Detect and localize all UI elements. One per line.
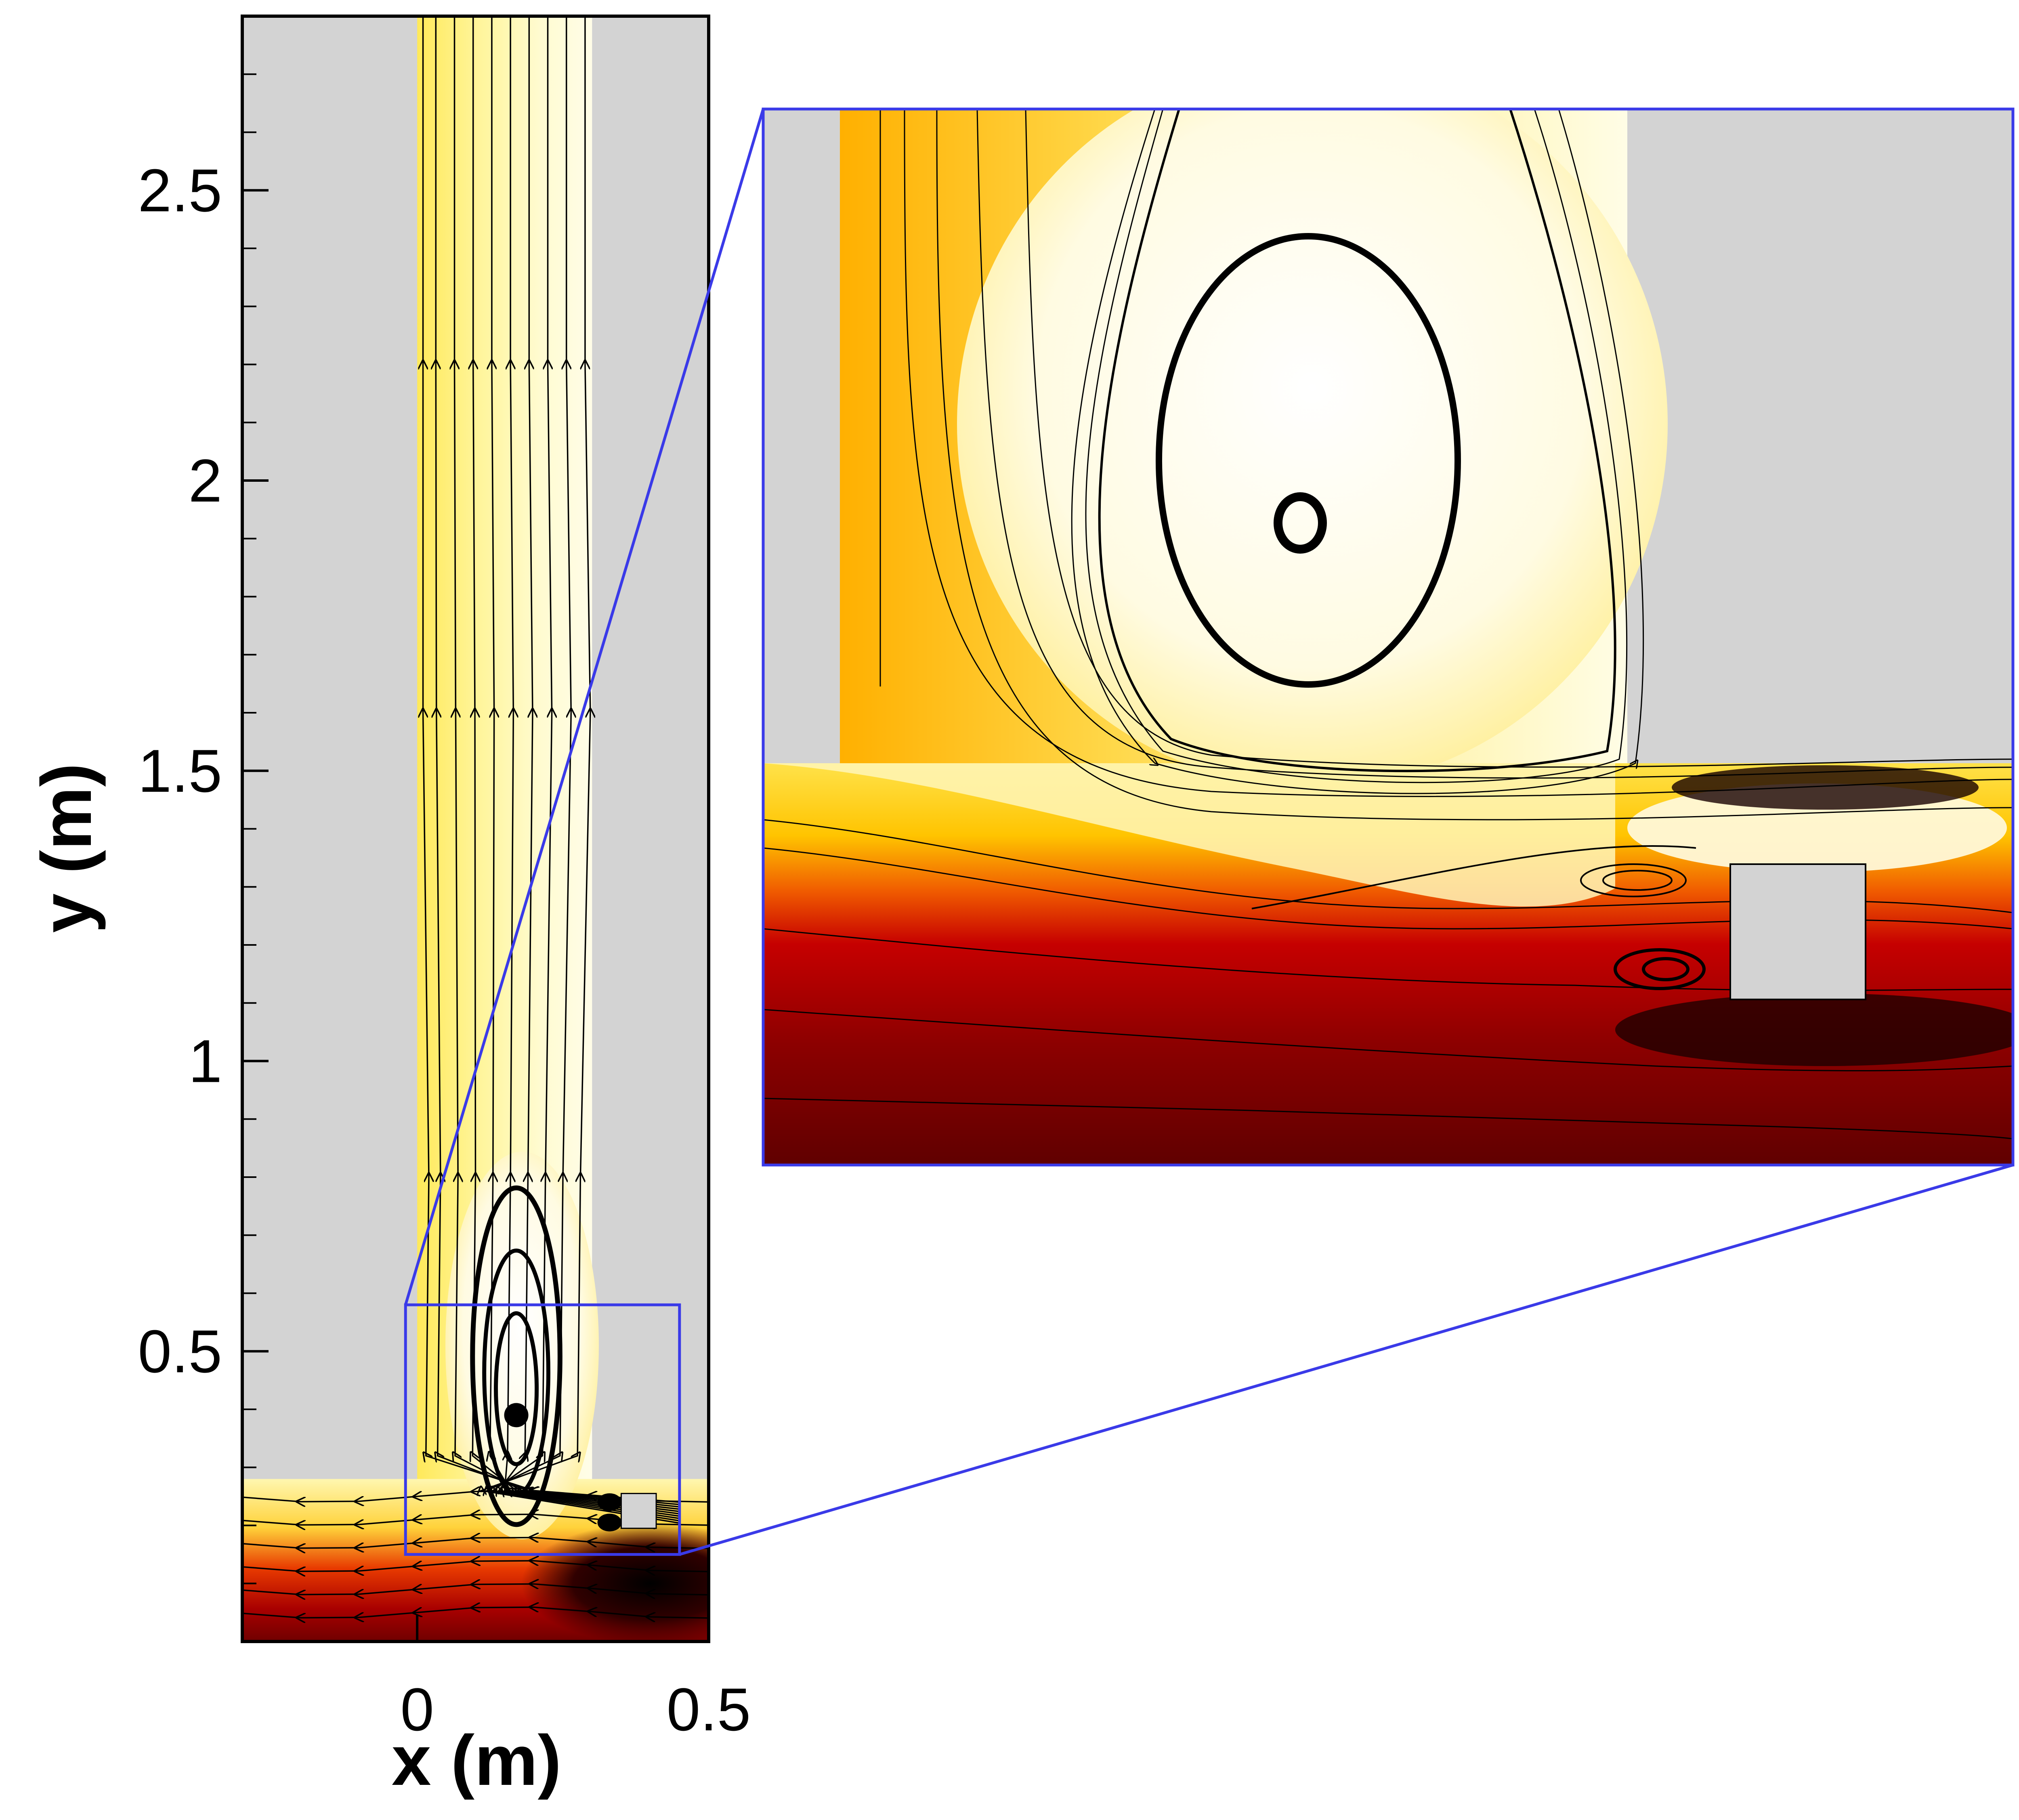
y-tick-label: 1.5 <box>138 737 222 805</box>
main-plot-area <box>242 16 709 1642</box>
wake-dark-region <box>521 1523 709 1642</box>
x-axis-title: x (m) <box>392 1721 562 1800</box>
x-tick-label: 0 <box>400 1675 434 1743</box>
y-minor-ticks <box>242 73 256 1585</box>
zoom-connector-lines <box>404 108 2013 1556</box>
y-tick-label: 2 <box>189 447 222 514</box>
vortex-region <box>445 1151 599 1539</box>
y-ticks: 0.5 1 1.5 2 2.5 <box>138 156 269 1385</box>
main-streamlines <box>242 16 709 1618</box>
y-tick-label: 0.5 <box>138 1317 222 1385</box>
x-ticks: 0 0.5 <box>400 1615 751 1743</box>
inset-shear-layer-bottom <box>1615 993 2013 1066</box>
inset-shear-layer-top <box>1672 765 1979 810</box>
obstacle <box>620 1493 657 1529</box>
zoom-region-box <box>404 1303 681 1556</box>
inset-light-wake <box>763 763 1615 907</box>
inset-frame <box>762 107 2015 1167</box>
inset-corner-left <box>763 755 840 763</box>
y-tick-label: 2.5 <box>138 156 222 224</box>
axes: 0.511.522.5 0 0.5 x (m) y (m) <box>27 15 751 1800</box>
zoom-inset <box>762 107 2015 1167</box>
y-tick-label: 1 <box>189 1027 222 1095</box>
inset-vortex-region <box>957 109 1668 787</box>
inset-obstacle <box>1729 863 1866 1000</box>
y-axis-title: y (m) <box>27 763 106 933</box>
x-tick-label: 0.5 <box>667 1675 751 1743</box>
